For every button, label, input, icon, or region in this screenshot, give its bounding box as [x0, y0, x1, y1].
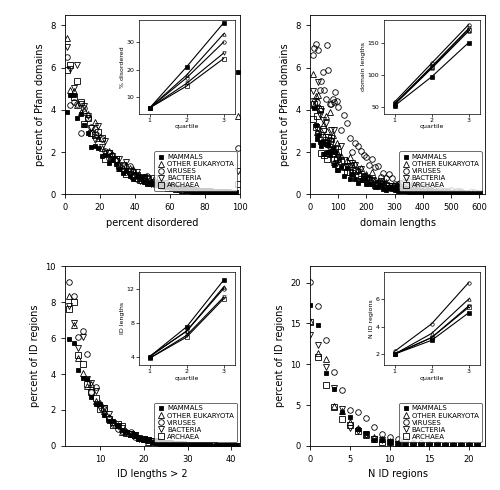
Legend: MAMMALS, OTHER EUKARYOTA, VIRUSES, BACTERIA, ARCHAEA: MAMMALS, OTHER EUKARYOTA, VIRUSES, BACTE… — [400, 151, 481, 191]
Legend: MAMMALS, OTHER EUKARYOTA, VIRUSES, BACTERIA, ARCHAEA: MAMMALS, OTHER EUKARYOTA, VIRUSES, BACTE… — [400, 403, 481, 442]
X-axis label: domain lengths: domain lengths — [360, 218, 436, 228]
Legend: MAMMALS, OTHER EUKARYOTA, VIRUSES, BACTERIA, ARCHAEA: MAMMALS, OTHER EUKARYOTA, VIRUSES, BACTE… — [154, 403, 236, 442]
Legend: MAMMALS, OTHER EUKARYOTA, VIRUSES, BACTERIA, ARCHAEA: MAMMALS, OTHER EUKARYOTA, VIRUSES, BACTE… — [154, 151, 236, 191]
X-axis label: percent disordered: percent disordered — [106, 218, 198, 228]
X-axis label: ID lengths > 2: ID lengths > 2 — [117, 469, 188, 480]
Y-axis label: percent of Pfam domains: percent of Pfam domains — [280, 43, 290, 166]
X-axis label: N ID regions: N ID regions — [368, 469, 428, 480]
Y-axis label: percent of ID regions: percent of ID regions — [275, 305, 285, 407]
Y-axis label: percent of ID regions: percent of ID regions — [30, 305, 40, 407]
Y-axis label: percent of Pfam domains: percent of Pfam domains — [35, 43, 45, 166]
